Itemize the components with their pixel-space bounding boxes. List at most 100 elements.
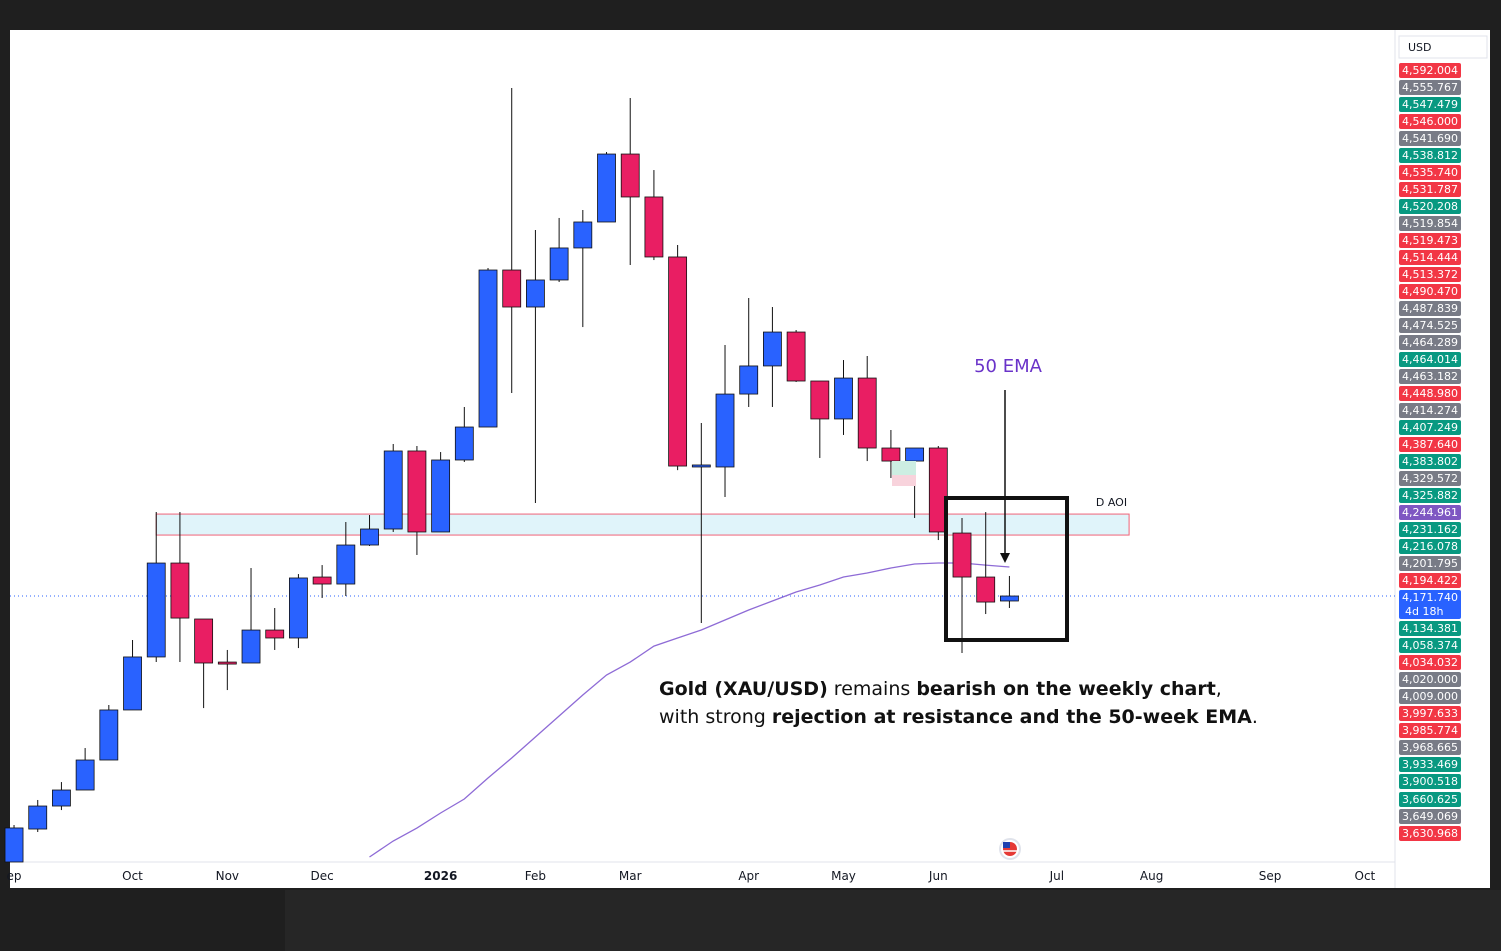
x-tick-label: Oct — [1355, 869, 1376, 883]
candle-body — [668, 256, 688, 467]
price-badge-label: 4,464.289 — [1402, 336, 1458, 349]
candle-body — [431, 459, 451, 533]
candle-body — [786, 331, 806, 382]
candle-body — [52, 789, 71, 807]
candle-body — [75, 759, 95, 791]
price-badge-label: 3,649.069 — [1402, 810, 1458, 823]
candle-body — [170, 562, 190, 619]
price-badge — [1399, 80, 1461, 95]
currency: USD — [1408, 41, 1432, 54]
candle-body — [28, 805, 48, 830]
ema-label: 50 EMA — [974, 356, 1043, 377]
price-badge-label: 4,463.182 — [1402, 370, 1458, 383]
x-tick-label: 2026 — [424, 869, 457, 883]
candle-body — [620, 153, 640, 198]
price-badge-label: 4,487.839 — [1402, 302, 1458, 315]
zone-label: D AOI — [1096, 496, 1127, 509]
candle-body — [739, 365, 759, 395]
candle-body — [146, 562, 166, 658]
price-badge-label: 4,535.740 — [1402, 166, 1458, 179]
candle-body — [123, 656, 142, 711]
x-tick-label: Nov — [216, 869, 239, 883]
candle-body — [715, 393, 735, 468]
candle-body — [360, 528, 379, 546]
price-badge — [1399, 556, 1461, 571]
price-badge-label: 4,520.208 — [1402, 200, 1458, 213]
candle-body — [834, 377, 853, 420]
note-line: Gold (XAU/USD) remains bearish on the we… — [659, 678, 1222, 700]
note-segment: rejection at resistance and the 50-week … — [772, 706, 1252, 728]
price-badge-label: 4,325.882 — [1402, 489, 1458, 502]
candle-body — [383, 450, 403, 530]
price-badge-label: 4,244.961 — [1402, 506, 1458, 519]
price-badge-label: 4,546.000 — [1402, 115, 1458, 128]
price-badge-label: 4,414.274 — [1402, 404, 1458, 417]
chart-area — [10, 30, 1490, 888]
price-badge-label: 4,490.470 — [1402, 285, 1458, 298]
candle-body — [241, 629, 261, 664]
candle-body — [763, 331, 782, 367]
x-tick-label: May — [831, 869, 856, 883]
price-badge-label: 4,020.000 — [1402, 673, 1458, 686]
price-badge — [1399, 573, 1461, 588]
price-badge — [1399, 621, 1461, 636]
ema-line — [369, 562, 1010, 858]
price-badge-label: 4,034.032 — [1402, 656, 1458, 669]
candle-body — [644, 196, 664, 258]
price-badge-label: 3,660.625 — [1402, 793, 1458, 806]
price-badge-label: 4,134.381 — [1402, 622, 1458, 635]
candle-body — [265, 629, 285, 639]
price-badge — [1399, 774, 1461, 789]
price-badge-label: 3,985.774 — [1402, 724, 1458, 737]
price-badge-label: 3,968.665 — [1402, 741, 1458, 754]
price-badge — [1399, 233, 1461, 248]
price-badge — [1399, 386, 1461, 401]
x-tick-label: Feb — [525, 869, 546, 883]
marker-box — [892, 475, 916, 486]
price-badge-label: 4,407.249 — [1402, 421, 1458, 434]
x-tick-label: Apr — [738, 869, 759, 883]
price-badge-label: 4,519.854 — [1402, 217, 1458, 230]
price-badge-label: 4,531.787 — [1402, 183, 1458, 196]
flag-icon — [999, 838, 1021, 860]
candle-body — [905, 447, 925, 462]
price-badge — [1399, 352, 1461, 367]
candle-body — [4, 827, 24, 863]
price-badge — [1399, 369, 1461, 384]
price-badge — [1399, 792, 1461, 807]
price-badge-label: 4,519.473 — [1402, 234, 1458, 247]
price-badge-label: 3,997.633 — [1402, 707, 1458, 720]
candle-body — [99, 709, 119, 761]
plot: D AOI — [4, 87, 1395, 863]
price-badge — [1399, 471, 1461, 486]
currency-box[interactable] — [1398, 35, 1488, 59]
price-badge-label: 3,630.968 — [1402, 827, 1458, 840]
price-badge — [1399, 114, 1461, 129]
price-badge — [1399, 301, 1461, 316]
price-badge-sub: 4d 18h — [1405, 605, 1443, 618]
price-badge — [1399, 689, 1461, 704]
arrow-head — [1000, 553, 1010, 563]
candle-body — [573, 221, 593, 249]
candle-body — [976, 576, 996, 603]
price-badge — [1399, 672, 1461, 687]
candle-body — [478, 269, 498, 428]
price-badge — [1399, 505, 1461, 520]
price-badge — [1399, 706, 1461, 721]
price-badge-label: 3,933.469 — [1402, 758, 1458, 771]
price-badge-label: 4,514.444 — [1402, 251, 1458, 264]
price-badge — [1399, 723, 1461, 738]
x-tick-label: Dec — [311, 869, 334, 883]
price-badge — [1399, 148, 1461, 163]
candle-body — [691, 464, 711, 468]
candle-body — [857, 377, 877, 449]
candle-body — [407, 450, 427, 533]
price-badge-label: 4,541.690 — [1402, 132, 1458, 145]
price-badge-label: 4,464.014 — [1402, 353, 1458, 366]
price-badge — [1399, 590, 1461, 619]
candle-body — [881, 447, 901, 462]
price-badge — [1399, 809, 1461, 824]
candle-body — [928, 447, 948, 533]
price-badge-label: 4,171.740 — [1402, 591, 1458, 604]
price-badge — [1399, 284, 1461, 299]
